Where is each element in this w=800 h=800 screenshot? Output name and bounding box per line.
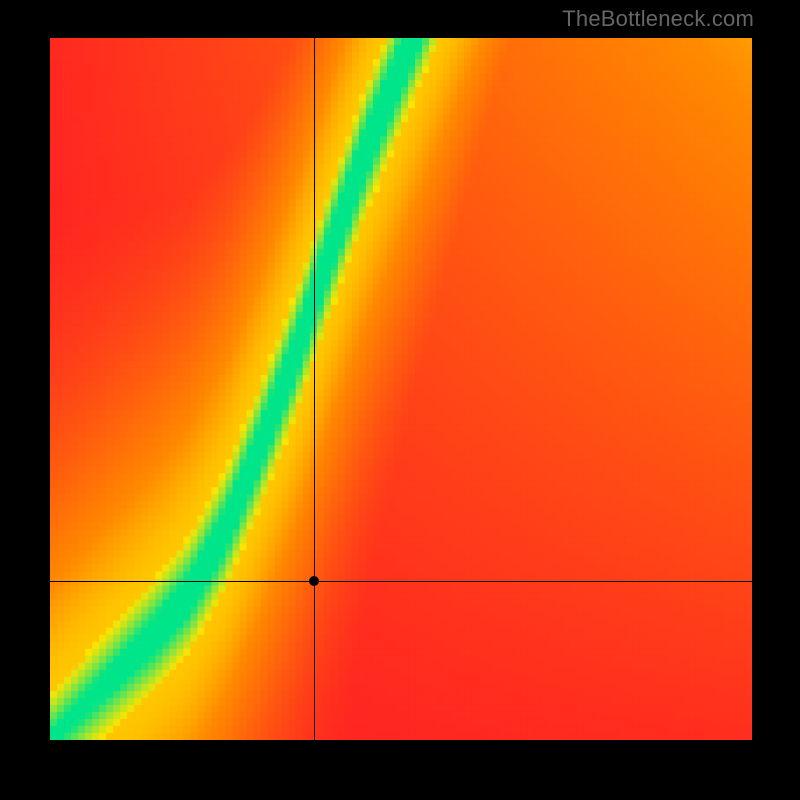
heatmap-plot — [50, 38, 752, 740]
heatmap-canvas — [50, 38, 752, 740]
crosshair-horizontal — [50, 581, 752, 582]
crosshair-vertical — [314, 38, 315, 740]
watermark-text: TheBottleneck.com — [562, 6, 754, 32]
marker-dot — [309, 576, 319, 586]
